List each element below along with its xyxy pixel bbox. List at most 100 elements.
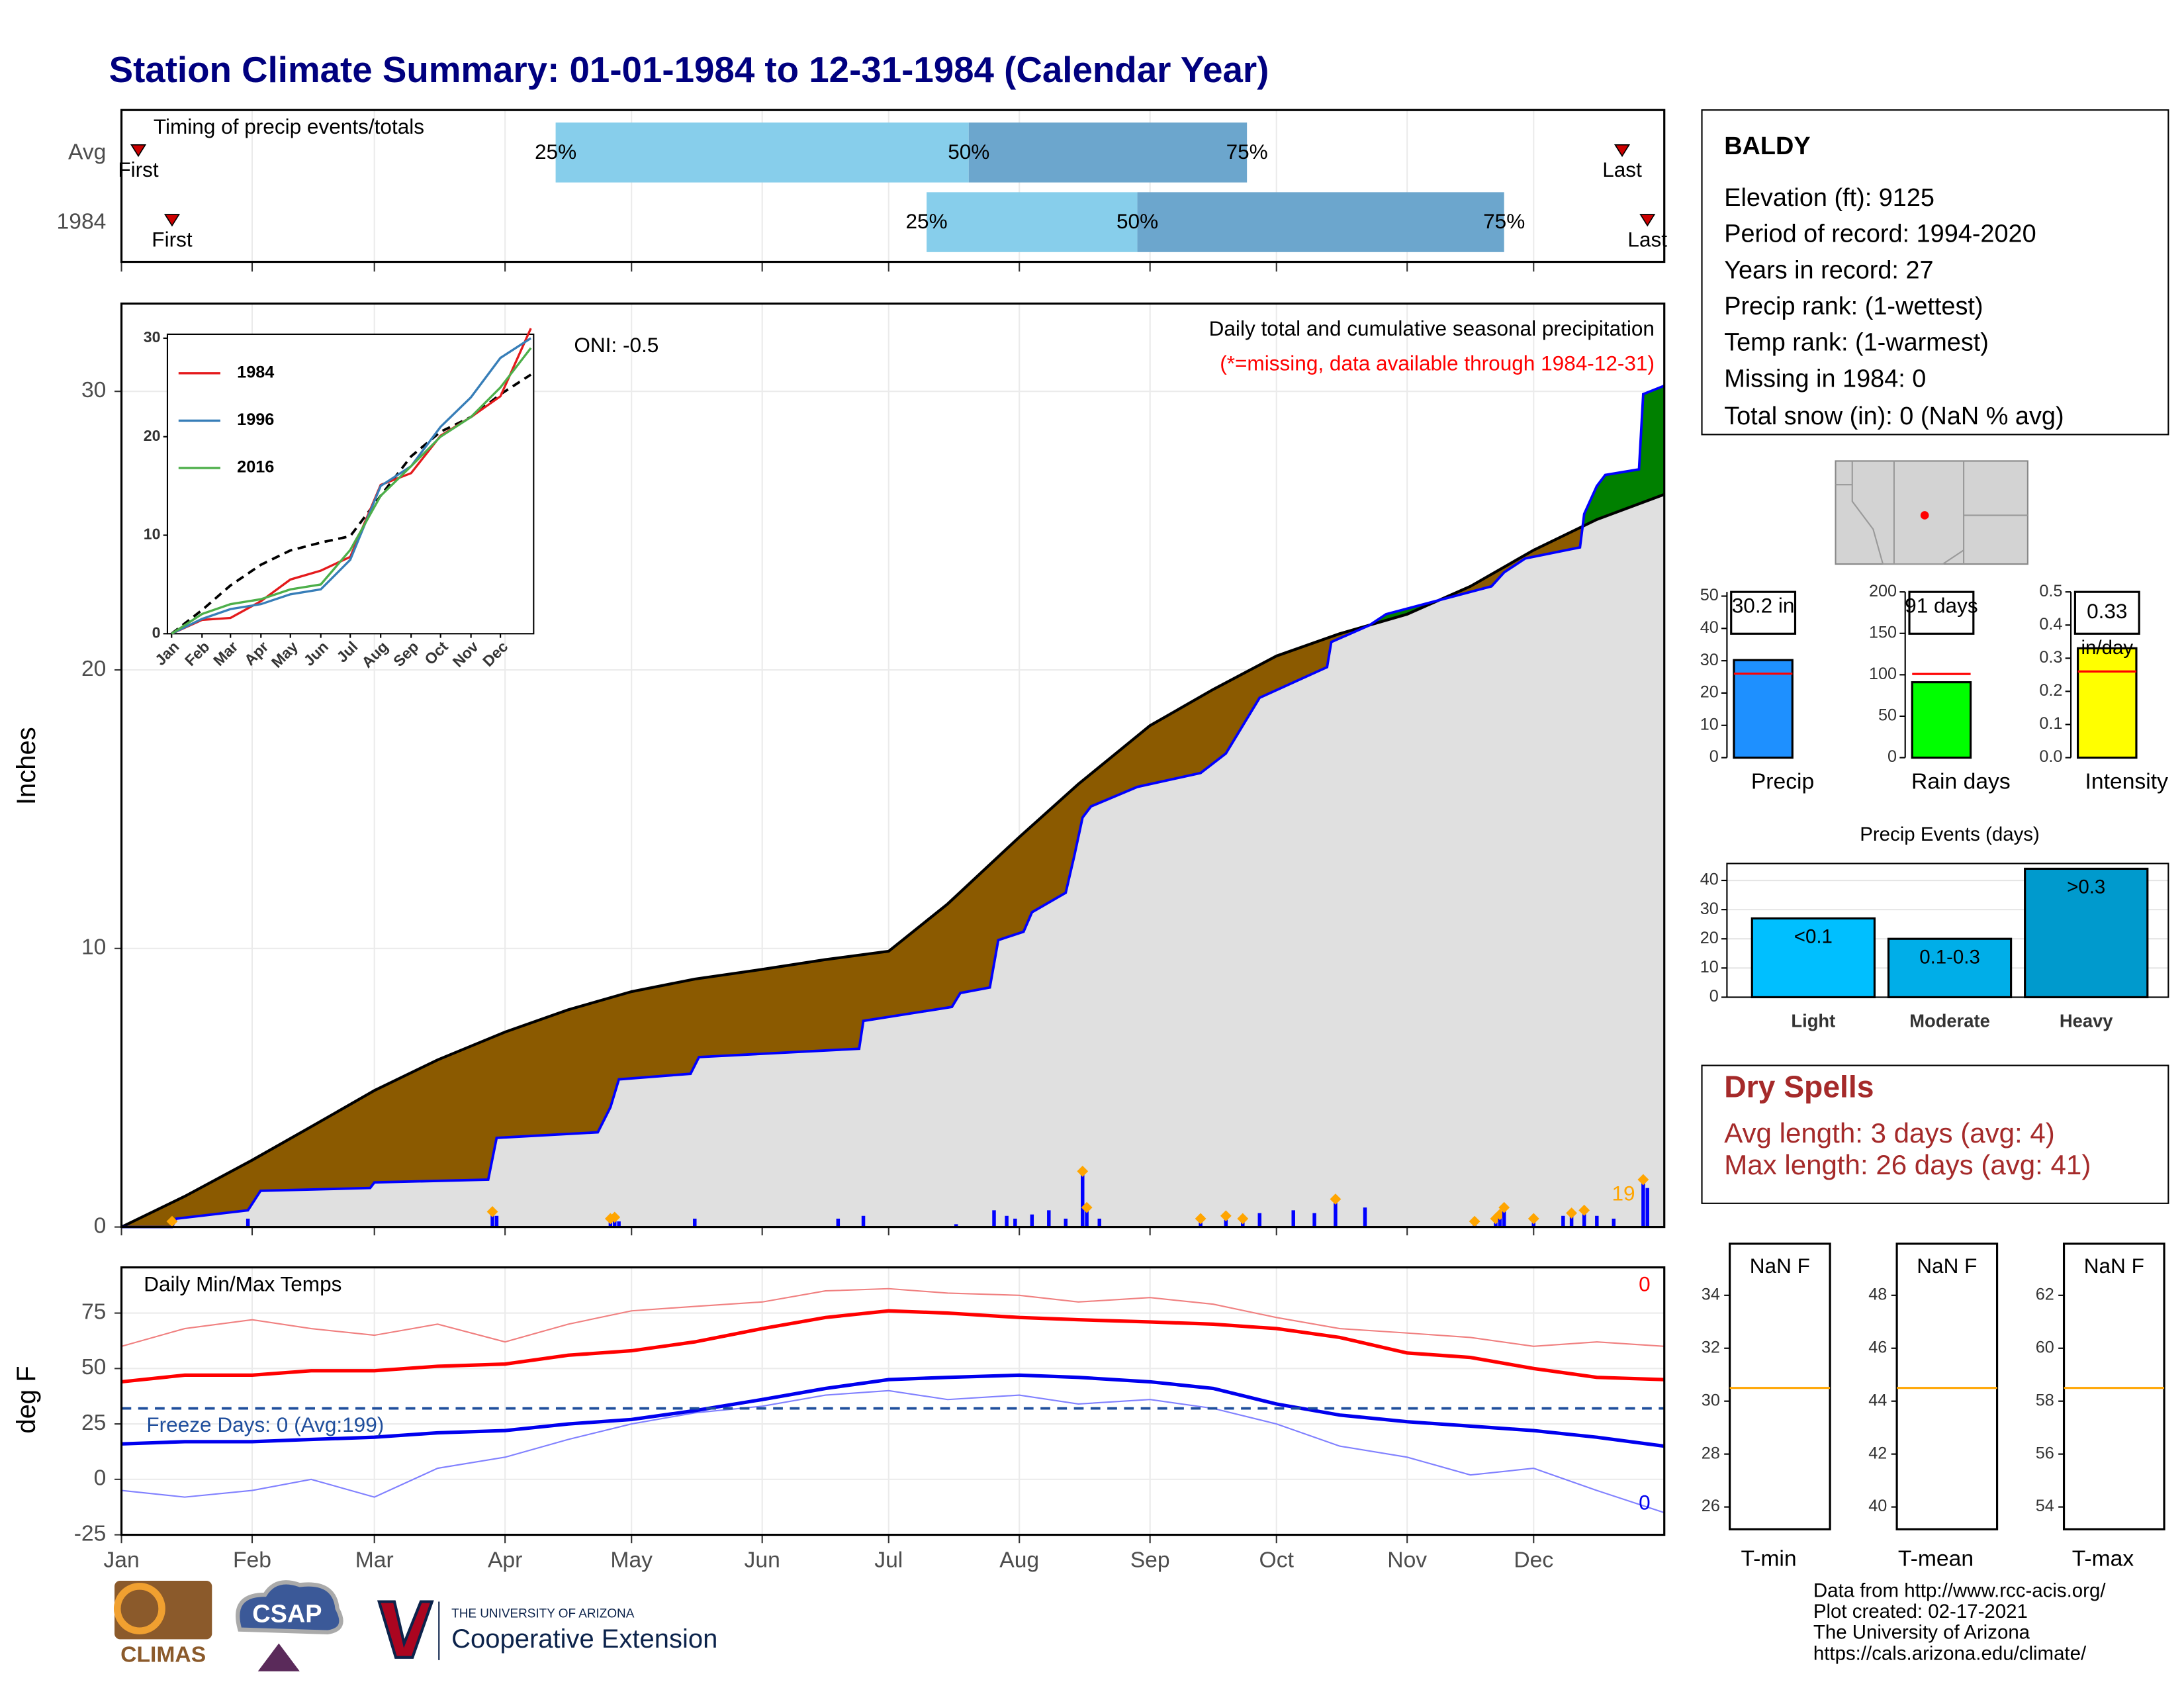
daily-precip-bar xyxy=(1612,1218,1616,1227)
value-label: 91 days xyxy=(1905,594,1978,618)
quantile-label: 25% xyxy=(535,140,576,164)
daily-precip-bar xyxy=(1498,1214,1502,1227)
dry-spells-title: Dry Spells xyxy=(1724,1070,1874,1104)
x-tick-label: Oct xyxy=(1259,1548,1295,1572)
freeze-label: Freeze Days: 0 (Avg:199) xyxy=(146,1413,384,1436)
map-border xyxy=(1883,549,1964,565)
map-borders xyxy=(1835,461,2028,565)
y-tick-label: 10 xyxy=(81,935,106,960)
y-axis-label: Inches xyxy=(12,727,41,805)
y-tick-label: 50 xyxy=(1700,586,1719,604)
y-tick-label: 40 xyxy=(1868,1497,1887,1515)
footer-line: The University of Arizona xyxy=(1813,1622,2030,1644)
station-line: Total snow (in): 0 (NaN % avg) xyxy=(1724,402,2064,430)
map-frame xyxy=(1835,460,2028,565)
inset-series-line xyxy=(171,347,532,635)
y-tick-label: 32 xyxy=(1702,1338,1720,1356)
y-tick-label: 34 xyxy=(1702,1285,1720,1303)
marker-label: Last xyxy=(1602,158,1642,181)
quantile-label: 25% xyxy=(906,209,948,233)
timing-marker xyxy=(163,214,181,227)
logos: CLIMAS CSAP THE UNIVERSITY OF ARIZONA Co… xyxy=(113,1580,717,1671)
y-tick-label: 48 xyxy=(1868,1285,1887,1303)
category-label: T-max xyxy=(2072,1546,2134,1571)
daily-precip-bar xyxy=(1582,1210,1586,1227)
y-tick-label: 56 xyxy=(2036,1444,2054,1462)
daily-precip-bar xyxy=(1363,1207,1367,1227)
daily-precip-bar xyxy=(1561,1215,1565,1227)
timing-bar-upper xyxy=(968,122,1248,183)
extreme-count: 19 xyxy=(1612,1182,1635,1205)
daily-precip-bar xyxy=(1064,1218,1068,1227)
timing-marker xyxy=(1639,214,1656,227)
coop-text: Cooperative Extension xyxy=(451,1624,717,1654)
event-bar xyxy=(1751,917,1876,999)
daily-precip-bar xyxy=(1097,1218,1101,1227)
station-box xyxy=(1701,109,2169,436)
station-line: Elevation (ft): 9125 xyxy=(1724,184,1934,212)
max-count: 0 xyxy=(1639,1272,1651,1295)
value-label-box xyxy=(1908,590,1975,635)
y-tick-label: 25 xyxy=(81,1411,106,1435)
y-tick-label: 40 xyxy=(1700,618,1719,637)
temp-line xyxy=(121,1373,1665,1448)
timing-marker xyxy=(1614,144,1631,158)
y-tick-label: 54 xyxy=(2036,1497,2054,1515)
footer-line: Plot created: 02-17-2021 xyxy=(1813,1601,2028,1622)
daily-precip-bar xyxy=(1224,1215,1228,1227)
events-title: Precip Events (days) xyxy=(1860,823,2040,845)
daily-precip-bar xyxy=(246,1218,250,1227)
marker-label: Last xyxy=(1627,227,1667,251)
footer-line: Data from http://www.rcc-acis.org/ xyxy=(1813,1580,2106,1602)
x-tick-label: Aug xyxy=(999,1548,1039,1572)
locator-map xyxy=(1835,460,2028,565)
temp-box xyxy=(1895,1243,1999,1530)
y-tick-label: 0.3 xyxy=(2039,648,2062,667)
csap-text: CSAP xyxy=(252,1601,322,1628)
climas-text: CLIMAS xyxy=(120,1642,206,1667)
x-tick-label: Feb xyxy=(233,1548,271,1572)
daily-precip-bar xyxy=(992,1210,996,1227)
y-tick-label: 60 xyxy=(2036,1338,2054,1356)
y-axis-label: deg F xyxy=(12,1366,41,1433)
summary-bar xyxy=(2077,647,2138,759)
daily-precip-bar xyxy=(1005,1215,1009,1227)
x-tick-label: May xyxy=(610,1548,653,1572)
station-location xyxy=(1920,511,1929,520)
y-tick-label: 20 xyxy=(81,657,106,681)
extreme-marker xyxy=(609,1211,621,1223)
temp-box xyxy=(1729,1243,1831,1530)
daily-precip-bar xyxy=(836,1218,841,1227)
category-label: Light xyxy=(1791,1011,1835,1031)
y-tick-label: 0.0 xyxy=(2039,747,2062,766)
x-tick-label: Apr xyxy=(488,1548,522,1572)
y-tick-label: 0 xyxy=(94,1466,107,1491)
inset-y-tick-label: 10 xyxy=(144,526,161,543)
y-tick-label: 62 xyxy=(2036,1285,2054,1303)
y-tick-label: 100 xyxy=(1869,665,1897,683)
x-tick-label: Nov xyxy=(1387,1548,1427,1572)
quantile-label: 50% xyxy=(948,140,989,164)
timing-bar-lower xyxy=(927,192,1138,252)
extreme-marker xyxy=(1578,1204,1590,1216)
category-label: Precip xyxy=(1751,769,1814,794)
x-tick-label: Jan xyxy=(103,1548,139,1572)
avg-cumulative-line xyxy=(120,492,1665,1229)
legend-label: 2016 xyxy=(237,458,274,477)
class-label: >0.3 xyxy=(2067,876,2105,898)
y-tick-label: 200 xyxy=(1869,582,1897,600)
daily-precip-bar xyxy=(1291,1210,1295,1227)
unit-label: in/day xyxy=(2081,637,2134,659)
daily-precip-bar xyxy=(1013,1218,1017,1227)
summary-bar xyxy=(1733,659,1794,759)
figure-title: Station Climate Summary: 01-01-1984 to 1… xyxy=(109,49,1269,90)
y-tick-label: 30 xyxy=(1702,1391,1720,1409)
class-label: 0.1-0.3 xyxy=(1919,946,1980,968)
x-tick-label: Dec xyxy=(1514,1548,1553,1572)
station-line: Period of record: 1994-2020 xyxy=(1724,220,2036,248)
extreme-marker xyxy=(1469,1215,1480,1227)
y-tick-label: 10 xyxy=(1700,715,1719,733)
